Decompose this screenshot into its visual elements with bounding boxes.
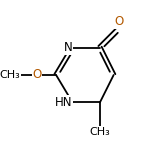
Text: O: O	[114, 15, 124, 28]
Text: CH₃: CH₃	[90, 127, 110, 137]
Text: O: O	[32, 69, 41, 81]
Text: N: N	[64, 41, 73, 54]
Text: CH₃: CH₃	[0, 70, 21, 80]
Text: HN: HN	[55, 96, 73, 109]
